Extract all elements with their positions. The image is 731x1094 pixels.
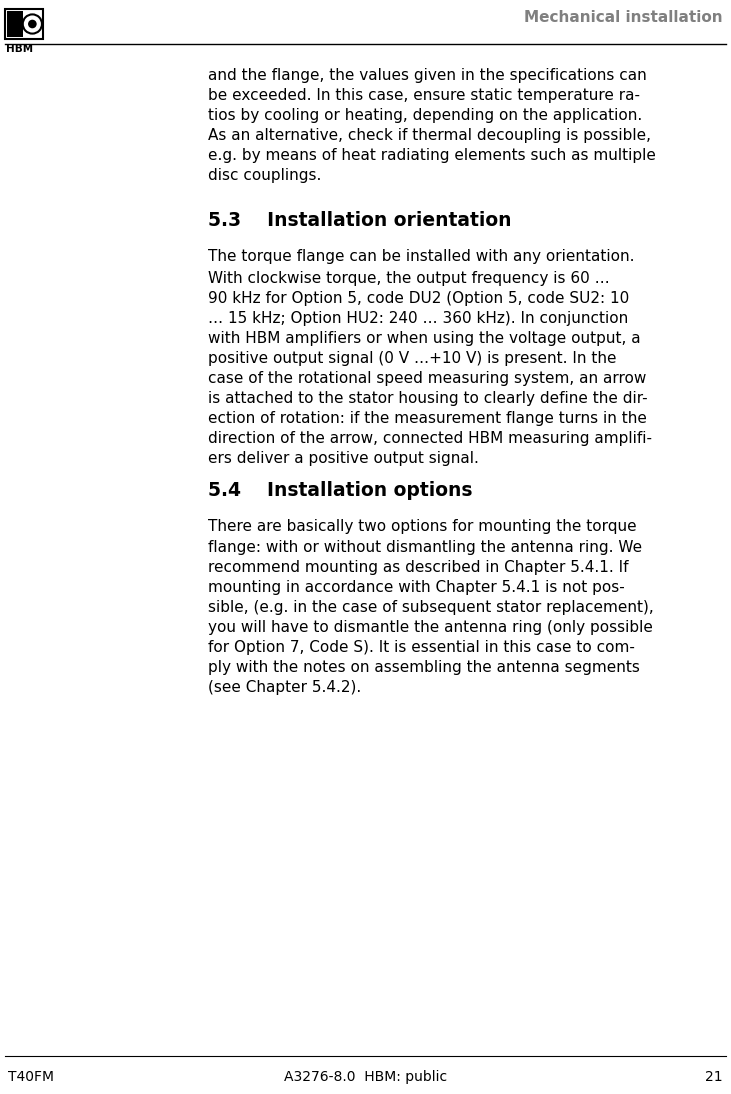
Circle shape bbox=[28, 20, 37, 28]
Text: T40FM: T40FM bbox=[8, 1070, 54, 1084]
Text: and the flange, the values given in the specifications can
be exceeded. In this : and the flange, the values given in the … bbox=[208, 68, 656, 183]
Text: HBM: HBM bbox=[6, 44, 33, 54]
Text: 5.3    Installation orientation: 5.3 Installation orientation bbox=[208, 211, 512, 230]
Text: 21: 21 bbox=[705, 1070, 723, 1084]
Text: The torque flange can be installed with any orientation.: The torque flange can be installed with … bbox=[208, 249, 635, 264]
Circle shape bbox=[23, 14, 42, 34]
Text: Mechanical installation: Mechanical installation bbox=[524, 10, 723, 25]
Text: A3276-8.0  HBM: public: A3276-8.0 HBM: public bbox=[284, 1070, 447, 1084]
Text: With clockwise torque, the output frequency is 60 …
90 kHz for Option 5, code DU: With clockwise torque, the output freque… bbox=[208, 270, 652, 466]
Text: 5.4    Installation options: 5.4 Installation options bbox=[208, 481, 472, 500]
Text: There are basically two options for mounting the torque
flange: with or without : There are basically two options for moun… bbox=[208, 520, 654, 695]
Bar bbox=[7, 11, 23, 37]
Bar bbox=[5, 9, 43, 39]
